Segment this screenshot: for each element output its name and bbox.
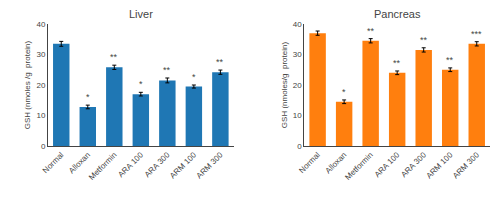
svg-text:**: ** — [393, 58, 401, 68]
svg-text:GSH (nmoles /g protein): GSH (nmoles /g protein) — [23, 40, 32, 129]
svg-text:30: 30 — [293, 50, 302, 59]
svg-text:Alloxan: Alloxan — [323, 150, 348, 175]
svg-text:20: 20 — [293, 81, 302, 90]
svg-text:ARM 300: ARM 300 — [451, 150, 481, 180]
svg-text:ARM 100: ARM 100 — [168, 150, 198, 180]
svg-text:Metformin: Metformin — [87, 150, 119, 182]
svg-text:*: * — [342, 87, 346, 97]
svg-text:20: 20 — [36, 81, 45, 90]
svg-text:0: 0 — [41, 142, 46, 151]
svg-text:*: * — [139, 79, 143, 89]
svg-text:ARM 100: ARM 100 — [425, 150, 455, 180]
svg-text:**: ** — [163, 65, 171, 75]
svg-text:ARA 300: ARA 300 — [399, 150, 428, 179]
svg-text:ARM 300: ARM 300 — [195, 150, 225, 180]
svg-text:30: 30 — [36, 50, 45, 59]
svg-text:ARA 300: ARA 300 — [143, 150, 172, 179]
svg-text:ARA 100: ARA 100 — [373, 150, 402, 179]
svg-text:*: * — [86, 92, 90, 102]
svg-text:**: ** — [446, 55, 454, 65]
svg-text:ARA 100: ARA 100 — [116, 150, 145, 179]
svg-text:10: 10 — [36, 111, 45, 120]
svg-text:***: *** — [471, 29, 482, 39]
svg-text:Pancreas: Pancreas — [374, 8, 421, 20]
svg-text:Metformin: Metformin — [343, 150, 375, 182]
svg-text:0: 0 — [297, 142, 302, 151]
svg-text:**: ** — [420, 35, 428, 45]
svg-text:Normal: Normal — [297, 150, 322, 175]
svg-text:**: ** — [367, 26, 375, 36]
svg-text:10: 10 — [293, 111, 302, 120]
svg-text:Normal: Normal — [41, 150, 66, 175]
svg-text:40: 40 — [36, 20, 45, 29]
svg-text:Liver: Liver — [129, 8, 153, 20]
svg-text:**: ** — [216, 57, 224, 67]
svg-text:**: ** — [110, 52, 118, 62]
svg-text:*: * — [192, 72, 196, 82]
svg-text:40: 40 — [293, 20, 302, 29]
svg-text:Alloxan: Alloxan — [67, 150, 92, 175]
svg-text:GSH (nmoles/g protein): GSH (nmoles/g protein) — [280, 42, 289, 129]
